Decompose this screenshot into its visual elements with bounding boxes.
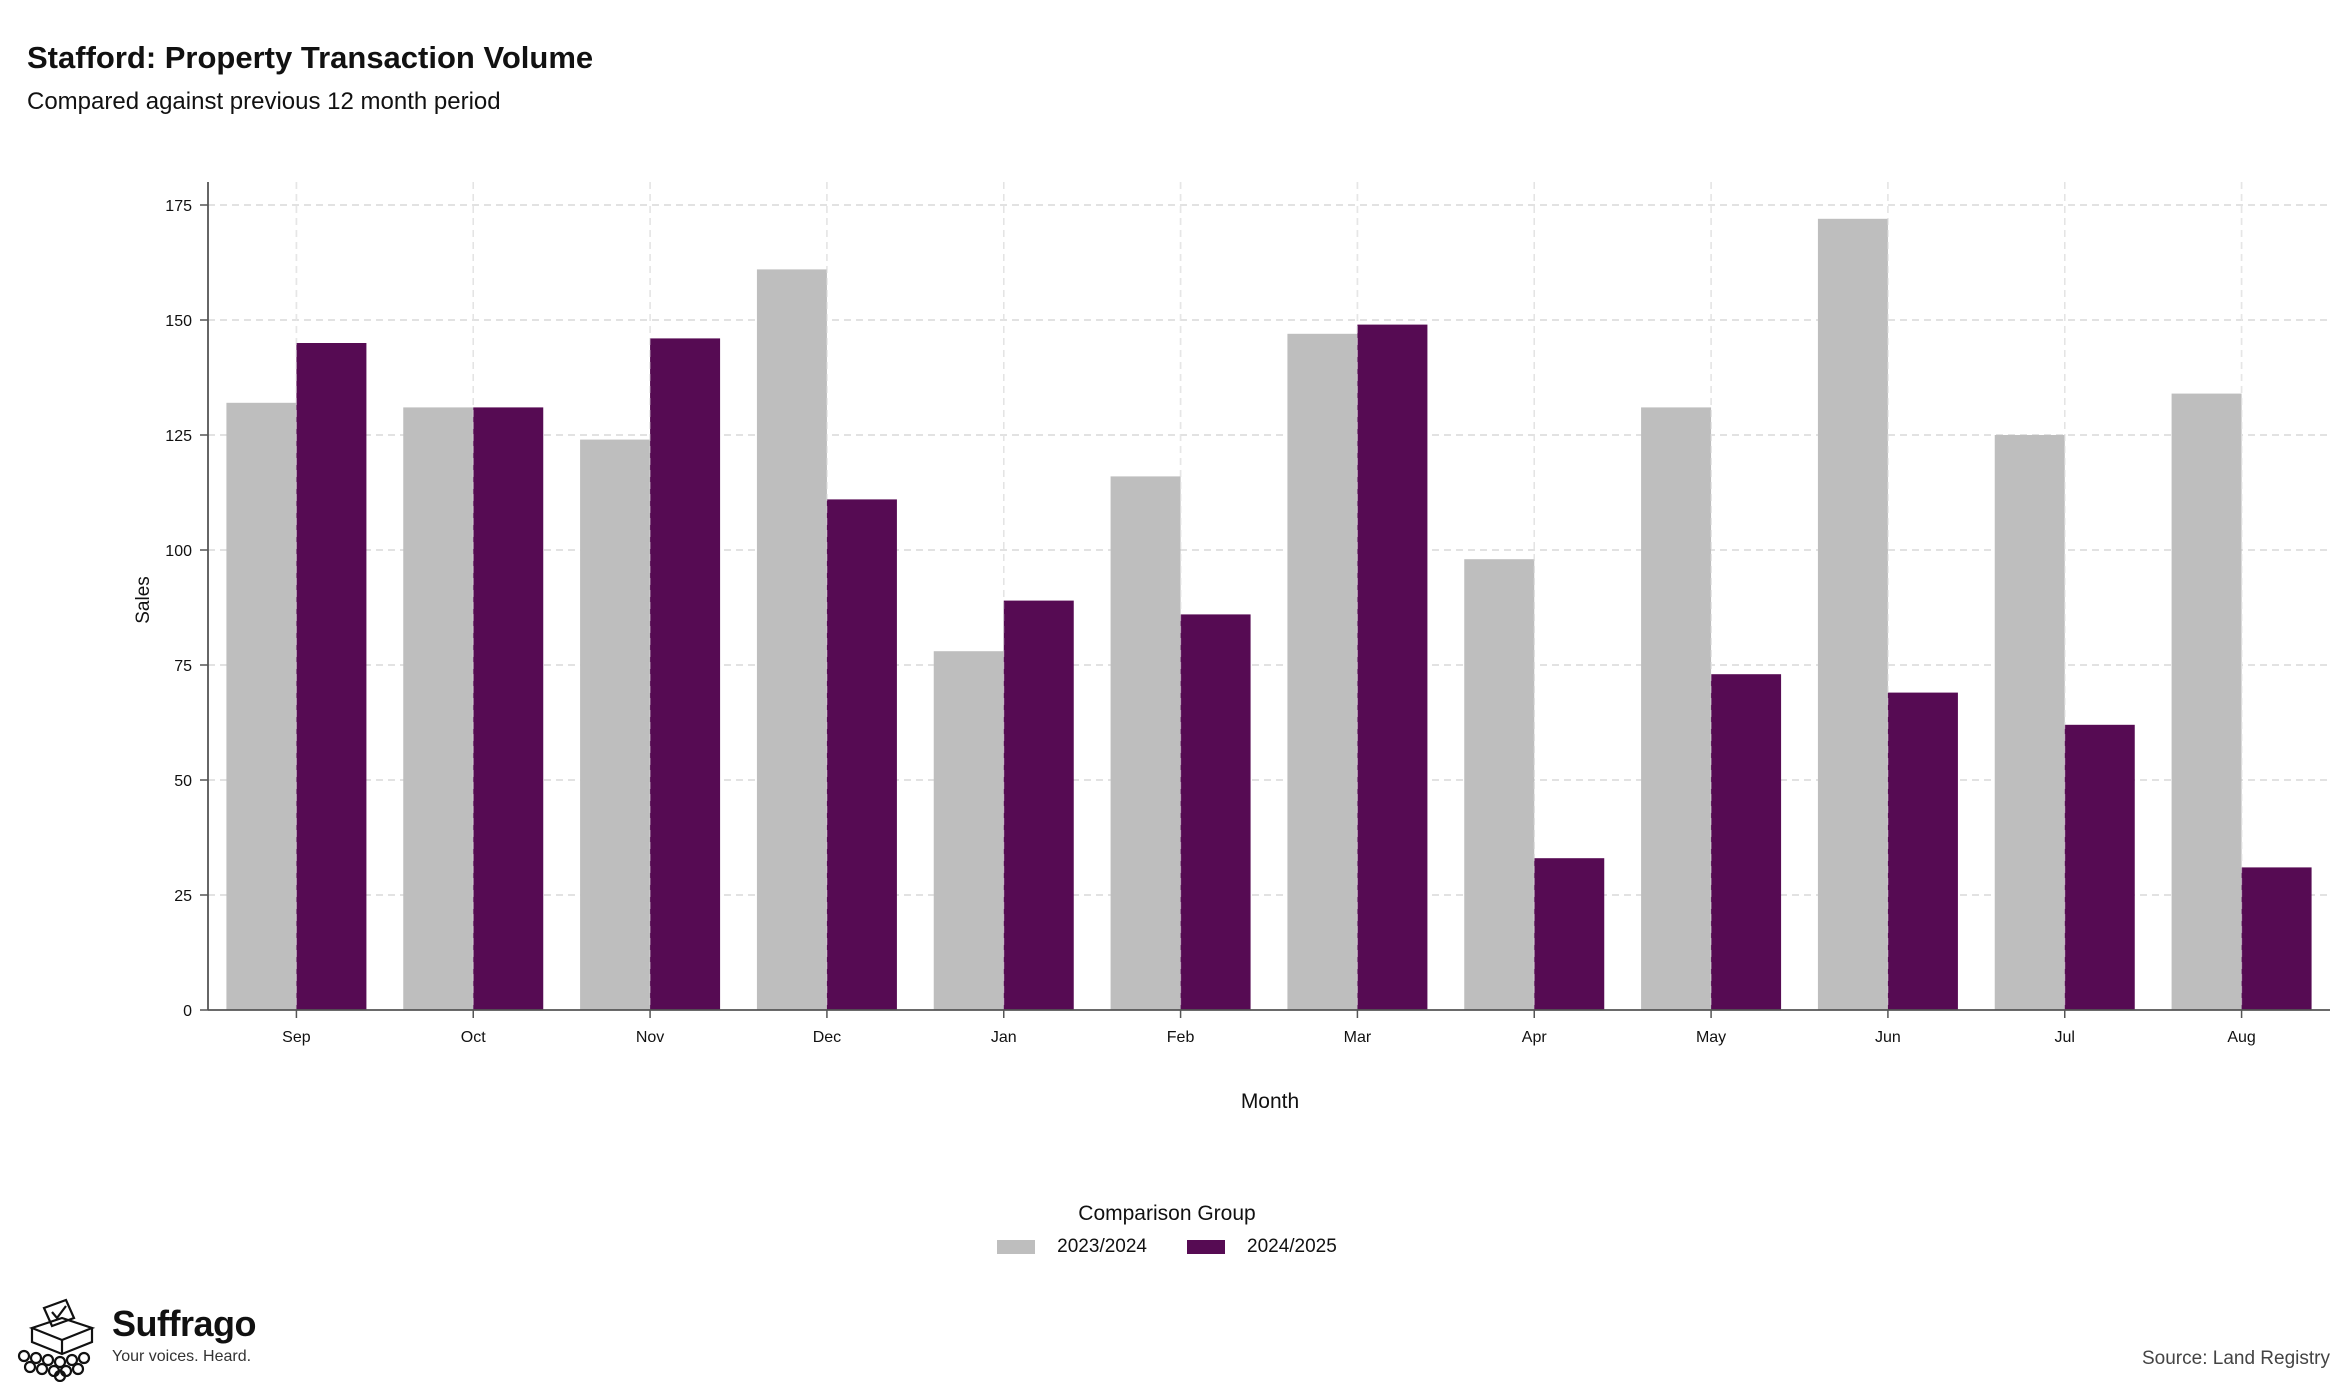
legend-swatch-2023-2024: [997, 1240, 1036, 1254]
axes: 0 25 50 75 100 125 150 175 Sep Oct Nov Dec Jan Feb Mar…: [165, 182, 2330, 1046]
x-tick-label: Dec: [813, 1029, 841, 1046]
bar-2023-2024-oct: [403, 407, 474, 1010]
bars: [226, 182, 2312, 1011]
legend-title: Comparison Group: [1078, 1202, 1256, 1225]
bar-2023-2024-nov: [580, 439, 651, 1011]
legend: 2023/2024 2024/2025: [0, 1236, 2334, 1258]
y-tick-label: 150: [165, 313, 192, 330]
brand-name: Suffrago: [112, 1303, 257, 1344]
bar-2023-2024-dec: [756, 269, 827, 1010]
legend-item-2023-2024: 2023/2024: [997, 1236, 1147, 1258]
x-axis-title: Month: [1241, 1090, 1299, 1113]
legend-label-2023-2024: 2023/2024: [1057, 1236, 1147, 1257]
bar-2024-2025-nov: [650, 338, 721, 1010]
bar-2023-2024-mar: [1287, 333, 1358, 1010]
bar-2024-2025-dec: [826, 499, 897, 1010]
y-tick-label: 175: [165, 198, 192, 215]
bar-2024-2025-jan: [1003, 600, 1074, 1010]
bar-2023-2024-jul: [1994, 435, 2065, 1010]
x-tick-label: Apr: [1522, 1029, 1548, 1046]
legend-item-2024-2025: 2024/2025: [1187, 1236, 1337, 1258]
brand-text: Suffrago Your voices. Heard.: [112, 1296, 257, 1366]
y-tick-label: 0: [183, 1003, 192, 1020]
y-tick-label: 100: [165, 543, 192, 560]
x-tick-label: Jun: [1875, 1029, 1901, 1046]
bar-2024-2025-mar: [1357, 324, 1428, 1011]
bar-2024-2025-jun: [1887, 692, 1958, 1010]
x-tick-label: Aug: [2227, 1029, 2255, 1046]
bar-2023-2024-jan: [933, 651, 1004, 1010]
y-tick-label: 50: [174, 773, 192, 790]
source-note: Source: Land Registry: [2142, 1348, 2330, 1369]
y-tick-label: 75: [174, 658, 192, 675]
x-tick-label: May: [1696, 1029, 1726, 1046]
brand-logo: Suffrago Your voices. Heard.: [14, 1296, 257, 1382]
chart-title: Stafford: Property Transaction Volume: [27, 40, 594, 75]
bar-2023-2024-sep: [226, 402, 297, 1010]
chart-subtitle: Compared against previous 12 month perio…: [27, 88, 501, 115]
bar-2024-2025-apr: [1534, 858, 1605, 1010]
y-axis-title: Sales: [133, 576, 154, 624]
x-tick-label: Nov: [636, 1029, 664, 1046]
bar-2024-2025-jul: [2064, 724, 2135, 1010]
bar-2023-2024-apr: [1464, 559, 1535, 1010]
bar-chart: 0 25 50 75 100 125 150 175 Sep Oct Nov Dec Jan Feb Mar…: [133, 182, 2330, 1113]
x-tick-label: Jul: [2055, 1029, 2075, 1046]
x-tick-label: Jan: [991, 1029, 1017, 1046]
bar-2024-2025-sep: [296, 343, 367, 1010]
bar-2023-2024-aug: [2171, 393, 2242, 1011]
x-tick-label: Sep: [282, 1029, 311, 1046]
legend-label-2024-2025: 2024/2025: [1247, 1236, 1337, 1257]
x-tick-label: Oct: [461, 1029, 486, 1046]
y-tick-label: 125: [165, 428, 192, 445]
x-tick-label: Feb: [1167, 1029, 1195, 1046]
bar-2023-2024-feb: [1110, 476, 1181, 1010]
bar-2024-2025-feb: [1180, 614, 1251, 1010]
x-tick-label: Mar: [1344, 1029, 1372, 1046]
legend-swatch-2024-2025: [1187, 1240, 1225, 1254]
bar-2023-2024-may: [1641, 407, 1712, 1010]
bar-2024-2025-aug: [2241, 867, 2312, 1010]
bar-2024-2025-oct: [473, 407, 544, 1010]
bar-2023-2024-jun: [1817, 218, 1888, 1011]
y-tick-label: 25: [174, 888, 192, 905]
bar-2024-2025-may: [1711, 674, 1782, 1010]
ballot-box-icon: [17, 1298, 96, 1382]
brand-tagline: Your voices. Heard.: [112, 1348, 252, 1365]
